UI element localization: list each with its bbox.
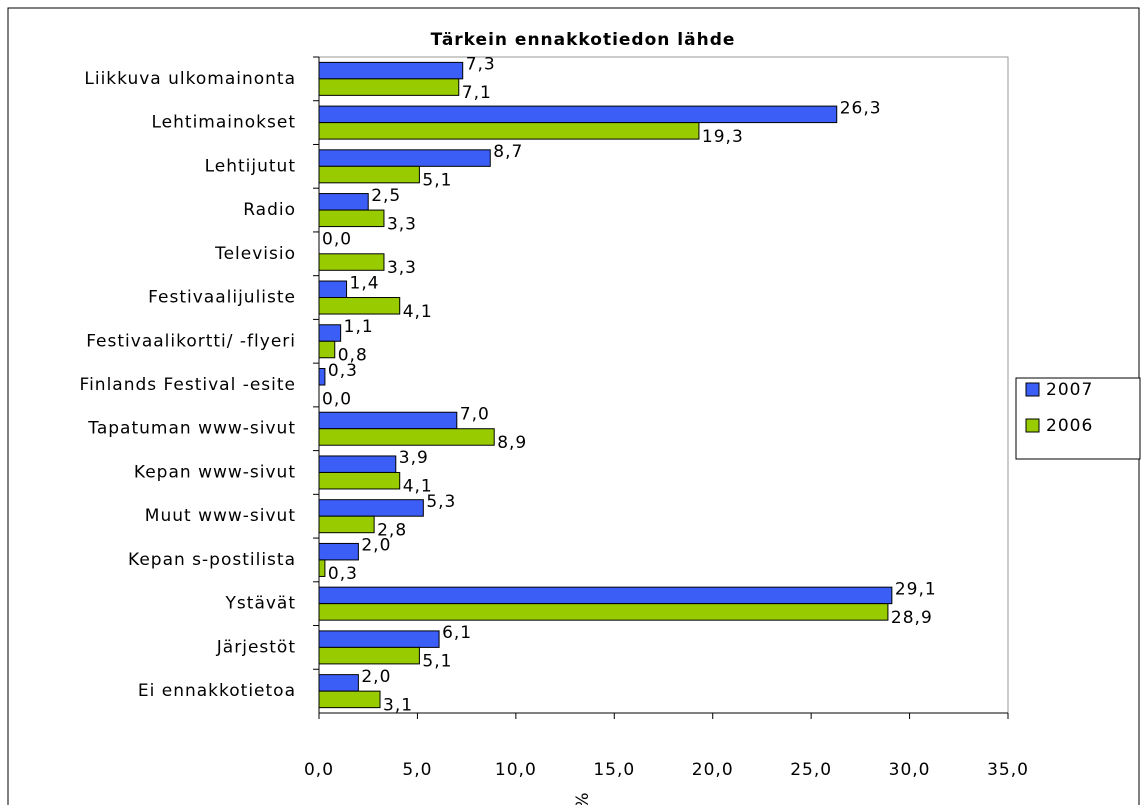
value-label: 5,1 xyxy=(422,171,452,191)
bar xyxy=(318,542,359,561)
value-label: 0,0 xyxy=(322,389,352,409)
value-label: 2,8 xyxy=(377,520,407,540)
bar xyxy=(318,471,401,490)
value-label: 7,1 xyxy=(462,83,492,103)
bar xyxy=(318,340,336,359)
y-tick-label: Muut www-sivut xyxy=(145,506,296,526)
chart-title: Tärkein ennakkotiedon lähde xyxy=(431,30,736,50)
value-label: 5,3 xyxy=(426,492,456,512)
y-tick-label: Radio xyxy=(243,200,296,220)
bar xyxy=(318,515,375,534)
value-label: 2,0 xyxy=(361,536,391,556)
bar xyxy=(318,455,397,473)
x-tick-label: 0,0 xyxy=(304,760,334,780)
value-label: 3,3 xyxy=(387,258,417,278)
value-label: 0,3 xyxy=(328,564,358,584)
bar xyxy=(318,499,424,517)
bar xyxy=(318,297,401,315)
x-tick-label: 30,0 xyxy=(889,760,931,780)
legend-label: 2006 xyxy=(1046,416,1093,436)
y-tick-label: Televisio xyxy=(214,244,296,264)
bar xyxy=(318,690,381,709)
x-tick-label: 5,0 xyxy=(402,760,432,780)
x-tick-label: 20,0 xyxy=(692,760,734,780)
x-axis-label: % xyxy=(573,791,593,805)
value-label: 1,1 xyxy=(344,317,374,337)
value-label: 8,9 xyxy=(497,433,527,453)
bar xyxy=(318,253,385,271)
bar xyxy=(318,559,326,577)
legend-label: 2007 xyxy=(1046,380,1093,400)
bar xyxy=(318,646,420,665)
bar xyxy=(318,428,495,446)
bar xyxy=(318,149,491,167)
bar xyxy=(318,165,420,184)
bar xyxy=(318,630,440,648)
y-tick-label: Kepan www-sivut xyxy=(134,462,296,482)
bar xyxy=(318,603,889,621)
value-label: 0,8 xyxy=(338,346,368,366)
x-tick-label: 35,0 xyxy=(987,760,1029,780)
x-tick-label: 10,0 xyxy=(495,760,537,780)
bar xyxy=(318,280,348,299)
y-tick-label: Lehtijutut xyxy=(205,156,296,176)
y-tick-label: Tapatuman www-sivut xyxy=(87,419,296,439)
y-tick-label: Ei ennakkotietoa xyxy=(138,681,296,701)
value-label: 3,1 xyxy=(383,695,413,715)
value-label: 26,3 xyxy=(840,98,882,118)
bar xyxy=(318,586,893,605)
y-tick-label: Kepan s-postilista xyxy=(128,550,296,570)
value-label: 3,3 xyxy=(387,214,417,234)
bar xyxy=(318,122,700,140)
bar xyxy=(318,209,385,228)
y-tick-label: Festivaalijuliste xyxy=(148,288,296,308)
value-label: 2,5 xyxy=(371,186,401,206)
value-label: 0,3 xyxy=(328,361,358,381)
value-label: 5,1 xyxy=(422,652,452,672)
x-tick-label: 25,0 xyxy=(790,760,832,780)
bar xyxy=(318,411,458,430)
value-label: 19,3 xyxy=(702,127,744,147)
value-label: 4,1 xyxy=(403,302,433,322)
bar xyxy=(318,105,838,124)
value-label: 7,3 xyxy=(466,55,496,75)
x-tick-label: 15,0 xyxy=(593,760,635,780)
value-label: 4,1 xyxy=(403,477,433,497)
bar xyxy=(318,368,326,386)
y-tick-label: Järjestöt xyxy=(216,637,296,657)
value-label: 7,0 xyxy=(460,404,490,424)
y-tick-label: Ystävät xyxy=(225,594,296,614)
legend-swatch xyxy=(1025,382,1040,397)
value-label: 8,7 xyxy=(493,142,523,162)
value-label: 6,1 xyxy=(442,623,472,643)
y-tick-label: Lehtimainokset xyxy=(152,113,297,133)
value-label: 29,1 xyxy=(895,579,937,599)
y-tick-label: Liikkuva ulkomainonta xyxy=(84,69,296,89)
bar xyxy=(318,78,460,96)
value-label: 28,9 xyxy=(891,608,933,628)
bar xyxy=(318,193,369,211)
value-label: 1,4 xyxy=(350,273,380,293)
bar xyxy=(318,674,359,692)
bar xyxy=(318,324,342,342)
bar xyxy=(318,61,464,80)
value-label: 0,0 xyxy=(322,230,352,250)
value-label: 2,0 xyxy=(361,667,391,687)
y-tick-label: Finlands Festival -esite xyxy=(80,375,296,395)
legend-swatch xyxy=(1025,418,1040,433)
y-tick-label: Festivaalikortti/ -flyeri xyxy=(86,331,296,351)
value-label: 3,9 xyxy=(399,448,429,468)
